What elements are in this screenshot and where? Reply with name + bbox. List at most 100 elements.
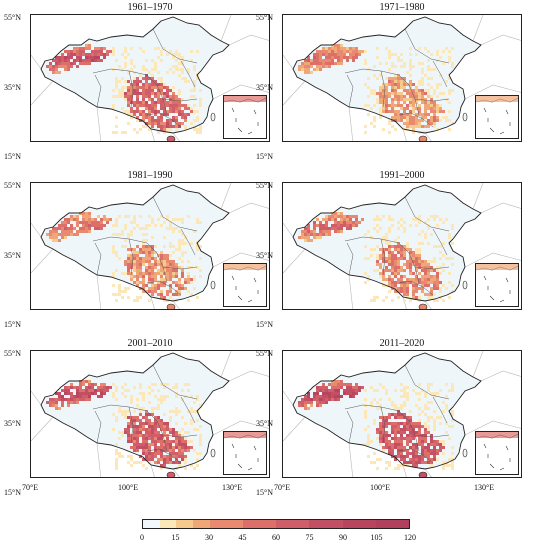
hainan-island (166, 303, 176, 309)
latitude-label: 15°N (4, 488, 21, 497)
map-panel: 1991–2000 55°N 35°N 15°N (256, 170, 522, 329)
colorbar-tick-label: 30 (205, 533, 213, 542)
inset-canvas (224, 432, 266, 471)
colorbar-segment (176, 520, 193, 528)
hainan-island (418, 471, 428, 477)
latitude-label: 55°N (256, 13, 273, 22)
colorbar-tick-label: 75 (305, 533, 314, 542)
province-border (432, 396, 448, 424)
colorbar-tick-label: 120 (404, 533, 416, 542)
map-frame (30, 182, 270, 310)
province-border (128, 238, 134, 276)
colorbar-tick-label: 60 (272, 533, 280, 542)
latitude-label: 15°N (256, 488, 273, 497)
latitude-label: 35°N (256, 83, 273, 92)
latitude-label: 55°N (4, 13, 21, 22)
latitude-label: 35°N (256, 251, 273, 260)
heat-grid (298, 212, 454, 302)
province-border (346, 74, 354, 108)
province-border (432, 60, 448, 88)
colorbar-tick-label: 45 (238, 533, 247, 542)
colorbar-segment (209, 520, 243, 528)
colorbar-segment (342, 520, 376, 528)
province-border (398, 112, 434, 128)
latitude-label: 15°N (4, 320, 21, 329)
panel-title: 1961–1970 (127, 2, 173, 13)
province-border (404, 364, 450, 400)
province-border (414, 266, 450, 270)
map-frame (30, 14, 270, 142)
map-canvas (283, 351, 521, 477)
province-border (152, 28, 198, 64)
hainan-island (418, 303, 428, 309)
province-border (92, 404, 148, 412)
colorbar-tick-label: 90 (339, 533, 347, 542)
province-border (380, 238, 386, 276)
province-border (146, 74, 168, 116)
china-border (292, 352, 482, 470)
province-border (146, 448, 182, 464)
latitude-label: 35°N (4, 419, 21, 428)
latitude-label: 35°N (4, 251, 21, 260)
province-border (398, 74, 420, 116)
province-border (92, 68, 148, 76)
inset-canvas (224, 96, 266, 135)
map-panel: 1981–1990 55°N 35°N 15°N (4, 170, 270, 329)
longitude-label: 130°E (474, 483, 495, 492)
province-border (346, 410, 354, 444)
hainan-island (166, 135, 176, 141)
colorbar-segment (309, 520, 343, 528)
province-border (380, 70, 386, 108)
taiwan-island (210, 448, 216, 458)
colorbar-segment (276, 520, 310, 528)
province-border (180, 60, 196, 88)
map-canvas (283, 183, 521, 309)
taiwan-island (210, 280, 216, 290)
south-china-sea-inset (223, 431, 267, 475)
province-border (94, 74, 102, 108)
latitude-label: 35°N (256, 419, 273, 428)
province-border (344, 68, 400, 76)
province-border (380, 406, 386, 444)
latitude-label: 35°N (4, 83, 21, 92)
colorbar-segment (159, 520, 177, 528)
south-china-sea-inset (223, 95, 267, 139)
colorbar-tick-label: 0 (140, 533, 144, 542)
neighbour-borders (31, 183, 269, 309)
heat-grid (46, 44, 202, 134)
panel-title: 1981–1990 (127, 170, 173, 181)
province-border (346, 242, 354, 276)
south-china-sea-inset (475, 95, 519, 139)
panel-title: 2001–2010 (127, 338, 173, 349)
province-border (344, 404, 400, 412)
map-panel: 2011–2020 55°N 35°N 15°N 70°E 100°E 130°E (256, 338, 522, 497)
taiwan-island (462, 448, 468, 458)
province-border (146, 112, 182, 128)
map-frame (282, 14, 522, 142)
province-border (398, 410, 420, 452)
province-border (398, 242, 420, 284)
longitude-label: 130°E (222, 483, 243, 492)
colorbar-legend: 0 15 30 45 60 75 90 105 120 (140, 519, 416, 542)
taiwan-island (462, 112, 468, 122)
heat-grid (46, 212, 202, 302)
latitude-label: 15°N (256, 152, 273, 161)
province-border (128, 70, 134, 108)
longitude-label: 70°E (274, 483, 291, 492)
colorbar-segment (242, 520, 276, 528)
neighbour-borders (31, 351, 269, 477)
heat-grid (298, 44, 454, 134)
province-border (414, 98, 450, 102)
china-base (293, 17, 481, 133)
hainan-island (418, 135, 428, 141)
panel-title: 1971–1980 (379, 2, 425, 13)
colorbar-segment (192, 520, 210, 528)
hainan-island (166, 471, 176, 477)
taiwan-island (462, 280, 468, 290)
colorbar-tick-label: 105 (370, 533, 383, 542)
map-frame (282, 182, 522, 310)
province-border (146, 280, 182, 296)
province-border (344, 236, 400, 244)
taiwan-island (210, 112, 216, 122)
province-border (152, 364, 198, 400)
